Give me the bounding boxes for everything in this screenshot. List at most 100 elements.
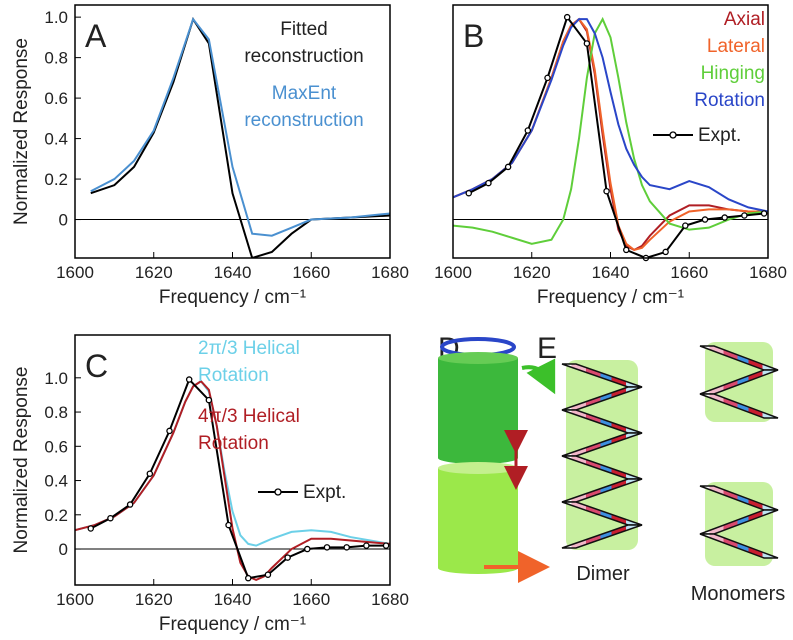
data-point bbox=[107, 514, 114, 522]
data-point bbox=[524, 127, 532, 134]
data-point bbox=[205, 396, 213, 404]
y-tick-label: 0 bbox=[59, 540, 68, 559]
cylinder bbox=[438, 468, 518, 568]
data-point bbox=[382, 542, 390, 549]
data-point bbox=[504, 163, 512, 171]
panel-label: E bbox=[537, 332, 557, 365]
data-point bbox=[544, 74, 551, 82]
data-point bbox=[465, 189, 472, 197]
y-axis-label: Normalized Response bbox=[11, 38, 32, 225]
y-tick-label: 0.6 bbox=[44, 437, 68, 456]
data-point bbox=[563, 13, 571, 21]
data-point bbox=[146, 470, 154, 477]
legend-label: Rotation bbox=[694, 90, 765, 111]
data-point bbox=[225, 521, 232, 529]
y-tick-label: 0.4 bbox=[44, 472, 68, 491]
cylinder-top bbox=[438, 352, 518, 364]
data-point bbox=[701, 216, 709, 223]
data-point bbox=[760, 210, 768, 217]
data-point bbox=[87, 525, 95, 532]
y-tick-label: 0.4 bbox=[44, 130, 68, 149]
data-point bbox=[304, 545, 311, 553]
y-axis-label: Normalized Response bbox=[11, 367, 32, 554]
x-tick-label: 1660 bbox=[670, 263, 708, 282]
y-tick-label: 0.8 bbox=[44, 49, 68, 68]
series-line bbox=[453, 18, 768, 213]
y-tick-label: 0.2 bbox=[44, 506, 68, 525]
legend-marker bbox=[274, 488, 282, 496]
panel-label: A bbox=[85, 18, 107, 54]
plot-frame bbox=[74, 334, 391, 586]
y-tick-label: 0.2 bbox=[44, 170, 68, 189]
x-tick-label: 1620 bbox=[135, 263, 173, 282]
x-tick-label: 1600 bbox=[434, 263, 472, 282]
x-tick-label: 1640 bbox=[214, 263, 252, 282]
data-point bbox=[244, 574, 252, 582]
plot-frame bbox=[74, 4, 391, 259]
x-tick-label: 1640 bbox=[592, 263, 630, 282]
x-tick-label: 1660 bbox=[292, 590, 330, 609]
series-line bbox=[75, 379, 390, 581]
y-tick-label: 1.0 bbox=[44, 369, 68, 388]
data-point bbox=[603, 187, 610, 195]
y-tick-label: 0 bbox=[59, 211, 68, 230]
data-point bbox=[583, 40, 591, 47]
legend-label: MaxEnt reconstruction bbox=[244, 83, 364, 131]
data-point bbox=[323, 544, 331, 551]
cylinder-bottom bbox=[438, 452, 518, 464]
x-tick-label: 1600 bbox=[56, 263, 94, 282]
series-line bbox=[453, 16, 768, 245]
legend-label: Lateral bbox=[706, 36, 765, 57]
x-tick-label: 1620 bbox=[513, 263, 551, 282]
hinge-arrow bbox=[521, 358, 556, 395]
x-tick-label: 1680 bbox=[371, 590, 409, 609]
data-point bbox=[284, 554, 291, 561]
legend-label: Expt. bbox=[698, 125, 742, 146]
legend-marker bbox=[669, 131, 677, 139]
panel-d: D bbox=[438, 332, 556, 583]
data-point bbox=[623, 246, 630, 254]
series-line bbox=[90, 17, 390, 237]
legend-label: Hinging bbox=[700, 63, 765, 84]
data-point bbox=[741, 212, 748, 219]
series-line bbox=[468, 14, 765, 258]
panel-label: C bbox=[85, 348, 108, 384]
x-axis-label: Frequency / cm⁻¹ bbox=[159, 287, 306, 308]
x-tick-label: 1600 bbox=[56, 590, 94, 609]
data-point bbox=[185, 376, 193, 383]
cylinder-top bbox=[438, 462, 518, 474]
legend-label: Expt. bbox=[303, 482, 347, 503]
data-point bbox=[721, 214, 728, 221]
x-tick-label: 1640 bbox=[214, 590, 252, 609]
y-tick-label: 0.6 bbox=[44, 89, 68, 108]
helix-band bbox=[699, 533, 779, 559]
x-tick-label: 1680 bbox=[749, 263, 787, 282]
data-point bbox=[343, 544, 350, 551]
data-point bbox=[485, 179, 492, 187]
y-tick-label: 1.0 bbox=[44, 8, 68, 27]
y-tick-label: 0.8 bbox=[44, 403, 68, 422]
caption: Dimer bbox=[576, 563, 630, 585]
caption: Monomers bbox=[691, 583, 785, 605]
data-point bbox=[682, 222, 689, 229]
legend-label: Fitted reconstruction bbox=[244, 19, 364, 67]
cylinder bbox=[438, 358, 518, 458]
panel-label: B bbox=[463, 18, 484, 54]
legend-label: Axial bbox=[723, 9, 765, 30]
data-point bbox=[166, 427, 173, 435]
x-tick-label: 1660 bbox=[292, 263, 330, 282]
legend-label: 4π/3 Helical Rotation bbox=[198, 406, 300, 454]
x-axis-label: Frequency / cm⁻¹ bbox=[159, 614, 306, 635]
data-point bbox=[126, 501, 134, 508]
helix-band bbox=[561, 524, 643, 549]
legend-label: 2π/3 Helical Rotation bbox=[198, 338, 300, 386]
data-point bbox=[264, 571, 272, 578]
series-line bbox=[90, 377, 387, 580]
plot-frame bbox=[452, 4, 769, 259]
data-point bbox=[363, 542, 370, 549]
panel-e: E Dimer Monomers bbox=[537, 332, 785, 605]
x-tick-label: 1620 bbox=[135, 590, 173, 609]
x-axis-label: Frequency / cm⁻¹ bbox=[537, 287, 684, 308]
